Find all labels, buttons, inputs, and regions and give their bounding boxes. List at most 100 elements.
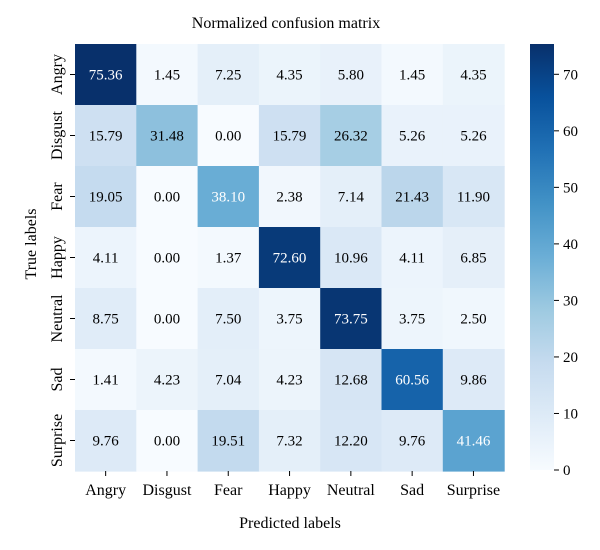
cell-value-label: 2.50 — [460, 312, 486, 328]
heatmap-cell — [381, 410, 444, 472]
cell-value-label: 1.45 — [154, 68, 180, 84]
heatmap-cell — [442, 166, 505, 228]
heatmap-cell — [197, 166, 260, 228]
cell-value-label: 38.10 — [211, 190, 245, 206]
heatmap-cell — [75, 349, 137, 411]
y-tick-label: Neutral — [49, 294, 66, 343]
cell-value-label: 7.04 — [215, 373, 242, 389]
cell-value-label: 19.05 — [89, 190, 123, 206]
heatmap-cell — [136, 349, 199, 411]
heatmap-cells: 75.36 1.45 7.25 4.35 5.80 1.45 4.35 15.79 31.48 0… — [75, 44, 505, 472]
cell-value-label: 9.76 — [399, 434, 426, 450]
colorbar-ticks: 0 10 20 30 40 50 60 70 — [554, 67, 578, 479]
colorbar-tick-label: 30 — [563, 293, 578, 309]
cell-value-label: 1.37 — [215, 251, 242, 267]
cell-value-label: 15.79 — [89, 129, 123, 145]
cell-value-label: 73.75 — [334, 312, 368, 328]
heatmap-cell — [136, 227, 199, 289]
colorbar-tick-label: 50 — [563, 180, 578, 196]
cell-value-label: 19.51 — [211, 434, 245, 450]
cell-value-label: 60.56 — [395, 373, 429, 389]
heatmap-cell — [197, 410, 260, 472]
heatmap-cell — [442, 410, 505, 472]
heatmap-cell — [197, 288, 260, 350]
cell-value-label: 7.50 — [215, 312, 241, 328]
heatmap-cell — [381, 349, 444, 411]
heatmap-cell — [258, 105, 321, 167]
cell-value-label: 0.00 — [154, 251, 180, 267]
x-tick-label: Angry — [85, 482, 126, 499]
heatmap-cell — [197, 44, 260, 106]
heatmap-cell — [197, 349, 260, 411]
heatmap-cell — [75, 166, 137, 228]
heatmap-cell — [136, 288, 199, 350]
cell-value-label: 0.00 — [215, 129, 241, 145]
cell-value-label: 11.90 — [457, 190, 490, 206]
y-tick-label: Disgust — [49, 111, 66, 160]
x-axis-ticks: Angry Disgust Fear Happy Neutral Sad Surprise — [85, 471, 500, 499]
heatmap-cell — [381, 166, 444, 228]
heatmap-cell — [258, 227, 321, 289]
heatmap-cell — [75, 227, 137, 289]
heatmap-cell — [442, 349, 505, 411]
y-tick-label: Surprise — [49, 414, 66, 467]
heatmap-cell — [320, 105, 383, 167]
cell-value-label: 4.35 — [460, 68, 486, 84]
y-tick-label: Sad — [49, 368, 66, 392]
cell-value-label: 5.80 — [338, 68, 364, 84]
cell-value-label: 26.32 — [334, 129, 368, 145]
cell-value-label: 75.36 — [89, 68, 123, 84]
cell-value-label: 7.25 — [215, 68, 241, 84]
x-axis-label: Predicted labels — [239, 515, 341, 532]
cell-value-label: 31.48 — [150, 129, 184, 145]
cell-value-label: 2.38 — [276, 190, 302, 206]
x-tick-label: Surprise — [447, 482, 500, 499]
y-axis-ticks: Angry Disgust Fear Happy Neutral Sad Surprise — [49, 54, 75, 467]
heatmap-cell — [258, 410, 321, 472]
cell-value-label: 1.45 — [399, 68, 425, 84]
cell-value-label: 9.86 — [460, 373, 487, 389]
heatmap-cell — [381, 105, 444, 167]
heatmap-cell — [258, 288, 321, 350]
cell-value-label: 1.41 — [93, 373, 119, 389]
x-tick-label: Sad — [400, 482, 424, 499]
colorbar-tick-label: 0 — [563, 463, 571, 479]
cell-value-label: 15.79 — [273, 129, 307, 145]
heatmap-cell — [75, 288, 137, 350]
heatmap-cell — [75, 44, 137, 106]
colorbar-tick-label: 10 — [563, 406, 578, 422]
cell-value-label: 4.23 — [154, 373, 180, 389]
heatmap-cell — [75, 410, 137, 472]
colorbar-tick-label: 60 — [563, 124, 578, 140]
cell-value-label: 12.68 — [334, 373, 368, 389]
heatmap-cell — [442, 227, 505, 289]
cell-value-label: 6.85 — [460, 251, 486, 267]
heatmap-cell — [320, 227, 383, 289]
heatmap-cell — [136, 166, 199, 228]
x-tick-label: Disgust — [142, 482, 191, 499]
y-axis-label: True labels — [23, 209, 40, 280]
cell-value-label: 0.00 — [154, 312, 180, 328]
cell-value-label: 7.32 — [276, 434, 302, 450]
y-tick-label: Happy — [49, 236, 66, 279]
cell-value-label: 3.75 — [399, 312, 425, 328]
colorbar-tick-label: 20 — [563, 350, 578, 366]
cell-value-label: 12.20 — [334, 434, 368, 450]
cell-value-label: 10.96 — [334, 251, 368, 267]
heatmap-cell — [320, 288, 383, 350]
cell-value-label: 4.35 — [276, 68, 302, 84]
cell-value-label: 21.43 — [395, 190, 429, 206]
cell-value-label: 8.75 — [93, 312, 119, 328]
cell-value-label: 4.11 — [399, 251, 425, 267]
heatmap-cell — [136, 410, 199, 472]
heatmap-cell — [381, 44, 444, 106]
cell-value-label: 5.26 — [460, 129, 487, 145]
heatmap-cell — [320, 349, 383, 411]
x-tick-label: Fear — [214, 482, 243, 499]
heatmap-cell — [381, 227, 444, 289]
cell-value-label: 72.60 — [273, 251, 307, 267]
heatmap-cell — [136, 105, 199, 167]
heatmap-cell — [381, 288, 444, 350]
heatmap-cell — [75, 105, 137, 167]
